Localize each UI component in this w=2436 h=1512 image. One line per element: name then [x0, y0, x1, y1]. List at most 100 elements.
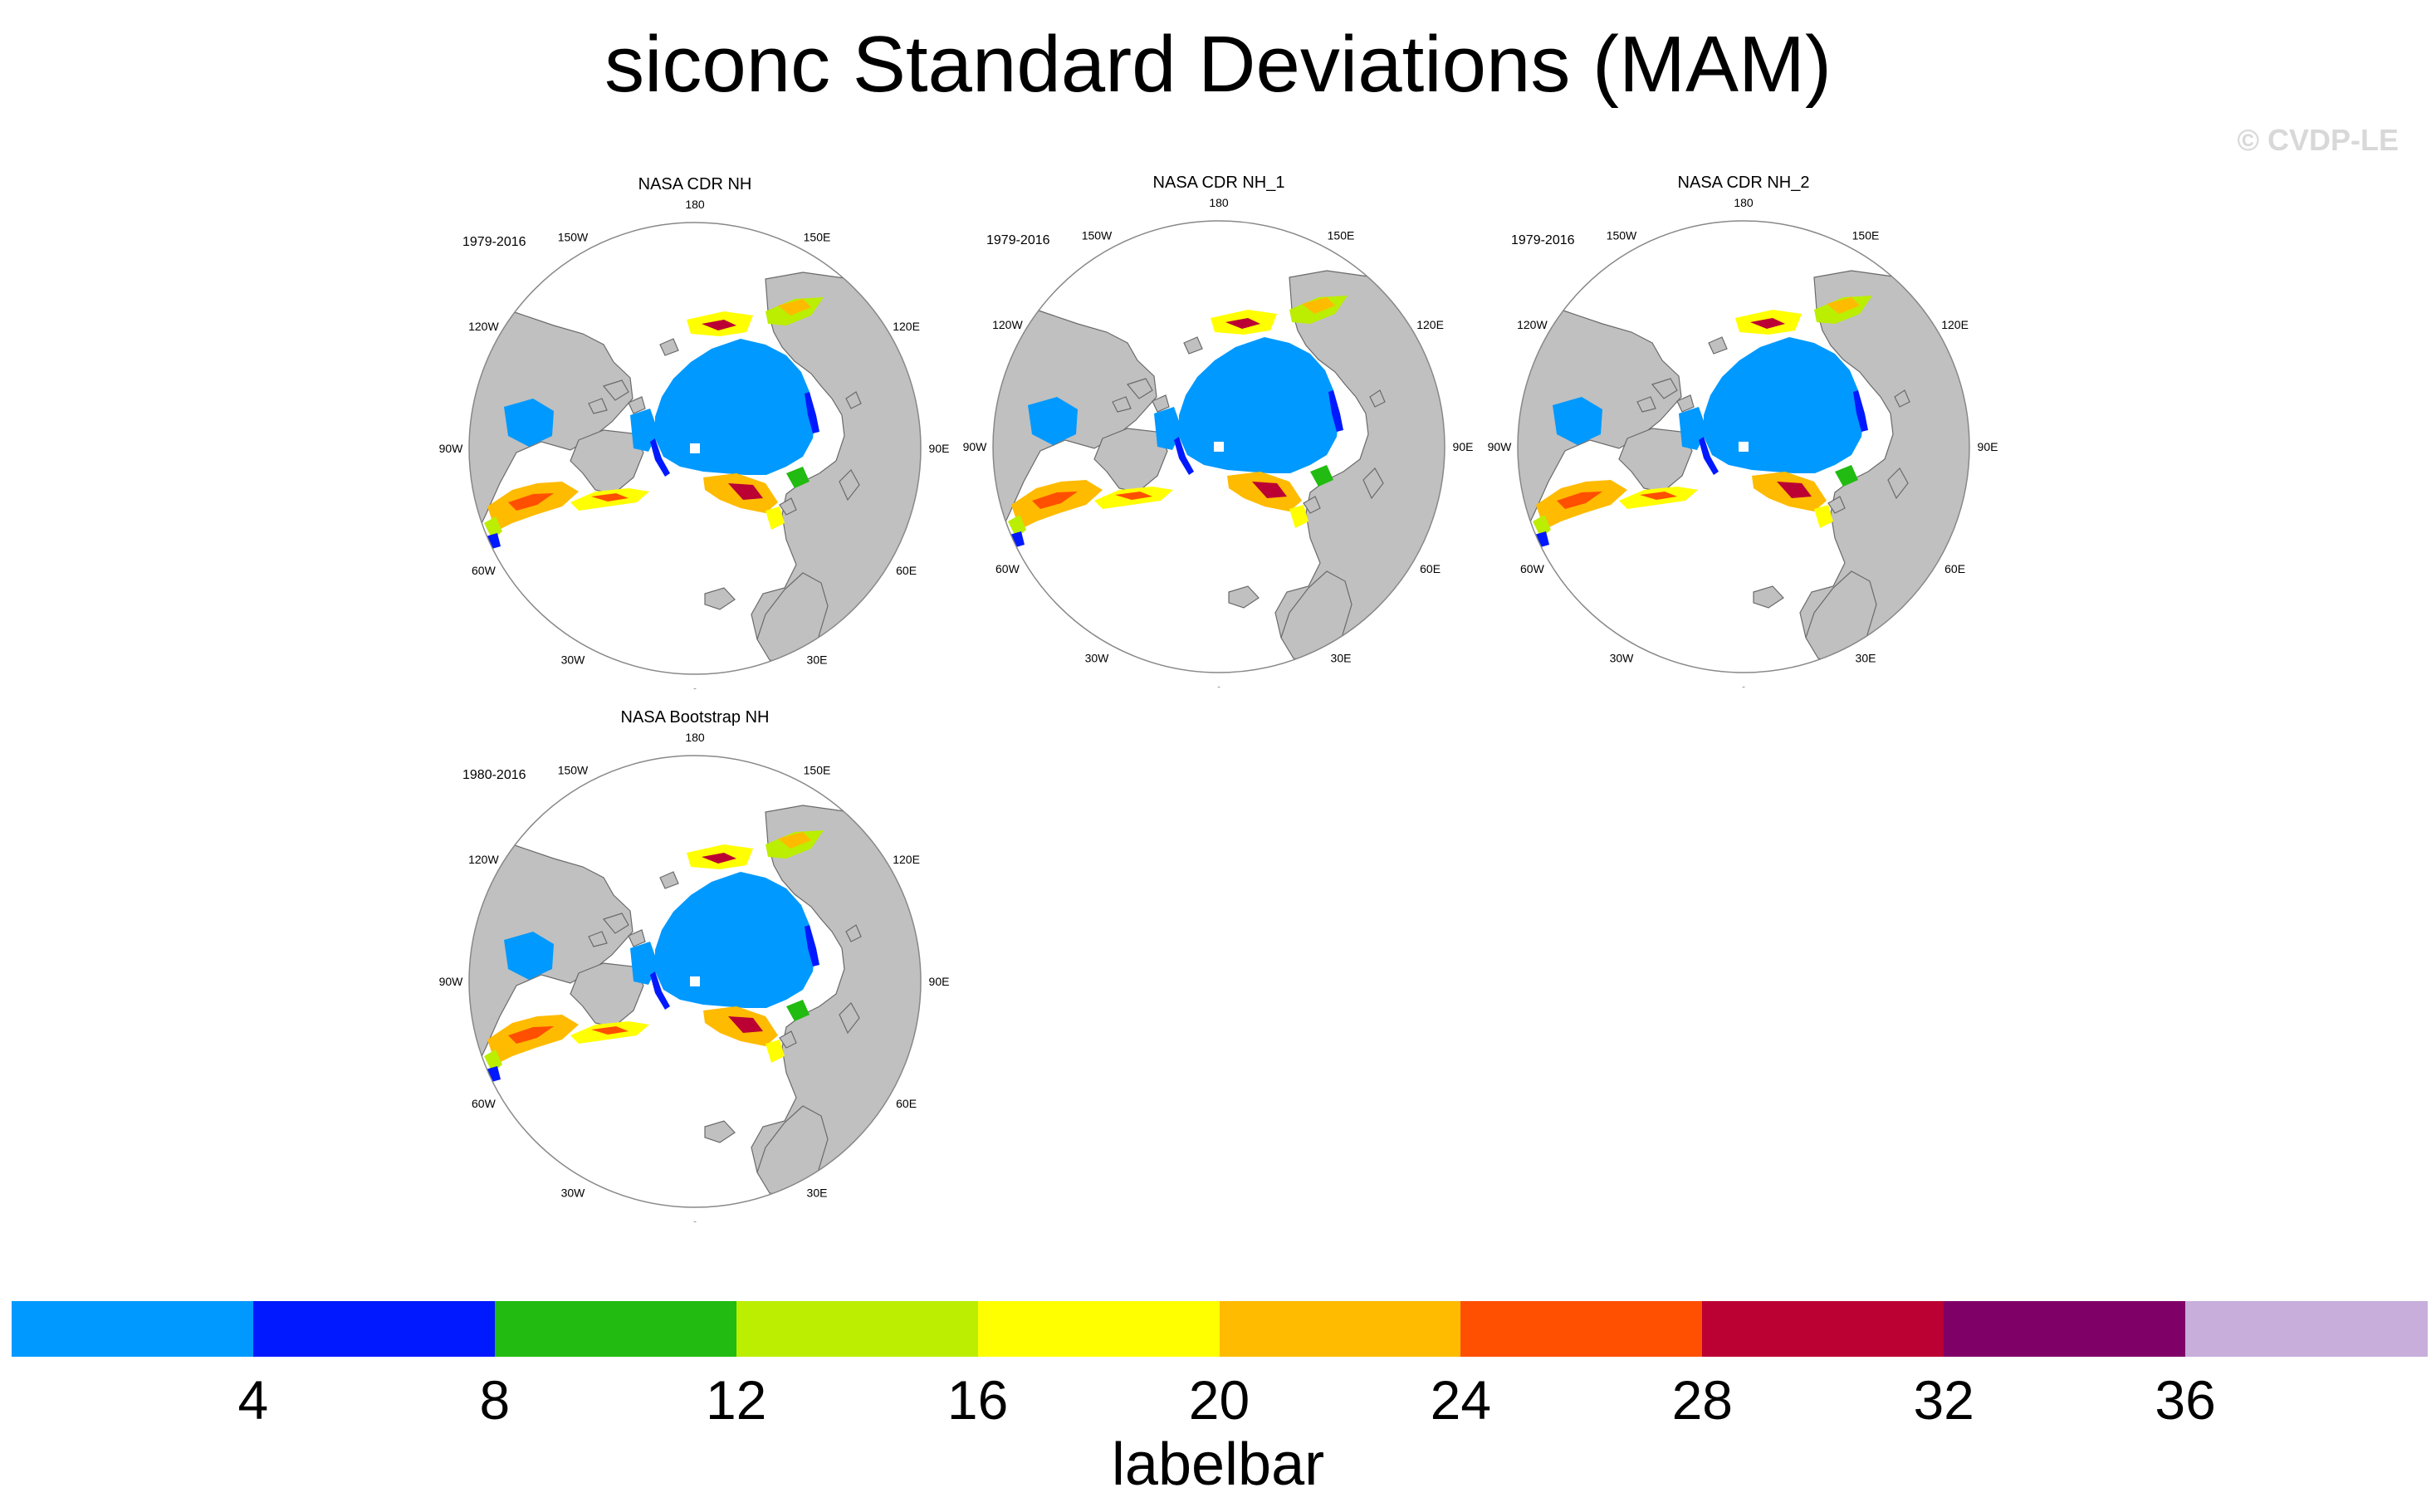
labelbar	[12, 1301, 2428, 1357]
variability-zone	[778, 832, 811, 849]
variability-zone	[1310, 465, 1333, 487]
land-mass	[570, 962, 644, 1028]
labelbar-box	[1219, 1301, 1462, 1357]
variability-zone	[1252, 482, 1287, 498]
variability-zone	[484, 1050, 502, 1073]
variability-zone	[1814, 505, 1833, 528]
pole-hole	[690, 976, 700, 986]
labelbar-tick-label: 36	[2155, 1369, 2216, 1431]
variability-zone	[786, 467, 810, 488]
variability-zone	[728, 1016, 763, 1033]
variability-zone	[1557, 492, 1602, 509]
longitude-label: 90W	[963, 440, 988, 453]
longitude-label: 90W	[439, 975, 464, 988]
variability-zone	[591, 1026, 629, 1035]
longitude-label: 120E	[893, 320, 920, 333]
variability-zone	[778, 299, 811, 316]
land-mass	[570, 429, 644, 495]
land-mass	[588, 398, 608, 414]
longitude-label: 30W	[561, 1187, 586, 1200]
land-mass	[628, 929, 646, 947]
land-mass	[1636, 396, 1656, 413]
labelbar-tick-label: 20	[1188, 1369, 1250, 1431]
labelbar-box	[252, 1301, 496, 1357]
longitude-label: 150W	[1607, 228, 1637, 242]
longitude-label: 90W	[1488, 440, 1513, 453]
sea-ice-region	[655, 339, 815, 475]
land-mass	[1827, 496, 1846, 514]
variability-zone	[1827, 297, 1860, 314]
longitude-label: 0	[692, 1219, 698, 1222]
longitude-label: 30W	[1085, 652, 1110, 665]
land-mass	[1618, 428, 1693, 493]
longitude-label: 150E	[1328, 228, 1355, 242]
panel-title: NASA CDR NH_1	[1152, 174, 1285, 192]
longitude-label: 90W	[439, 442, 464, 455]
map-border	[992, 220, 1445, 673]
watermark: © CVDP-LE	[2237, 123, 2399, 157]
variability-zone	[786, 1000, 810, 1021]
longitude-label: 30E	[1331, 652, 1352, 665]
land-mass	[1093, 428, 1168, 493]
land-mass	[1228, 585, 1260, 609]
land-mass	[1126, 378, 1153, 399]
variability-zone	[1777, 482, 1812, 498]
land-mass	[659, 338, 679, 356]
sea-ice-region	[504, 399, 554, 447]
panel-title: NASA CDR NH	[638, 175, 752, 193]
longitude-label: 90E	[1978, 440, 1998, 453]
pole-hole	[1739, 442, 1749, 452]
map-panel: NASA CDR NH_1 1979-2016 180 150E 120E 90E 60E 3…	[961, 173, 1476, 721]
longitude-label: 0	[1216, 684, 1222, 687]
land-mass	[1152, 394, 1170, 413]
labelbar-box	[736, 1301, 979, 1357]
ice-edge	[805, 925, 819, 966]
ice-edge	[1699, 437, 1719, 475]
land-mass	[756, 572, 829, 665]
labelbar-box	[494, 1301, 737, 1357]
longitude-label: 60E	[1944, 562, 1965, 575]
longitude-label: 150W	[1082, 228, 1113, 242]
variability-zone	[508, 493, 554, 511]
polar-map: 180 150E 120E 90E 60E 30E 0 30W 60W 90W 120W 150W	[439, 731, 950, 1222]
variability-zone	[484, 516, 502, 540]
labelbar-box	[977, 1301, 1220, 1357]
longitude-label: 120W	[468, 320, 499, 333]
panel-title: NASA Bootstrap NH	[620, 708, 770, 727]
land-mass	[1183, 336, 1203, 355]
ice-edge	[1853, 390, 1868, 432]
panel-period: 1979-2016	[1511, 233, 1575, 247]
land-mass	[845, 924, 862, 942]
variability-zone	[508, 1026, 554, 1044]
page-title: siconc Standard Deviations (MAM)	[604, 20, 1832, 109]
panel-period: 1980-2016	[462, 768, 526, 782]
longitude-label: 90E	[929, 975, 950, 988]
land-mass	[1753, 585, 1784, 609]
land-mass	[779, 1030, 797, 1049]
labelbar-tick-label: 12	[705, 1369, 767, 1431]
labelbar-title: labelbar	[1111, 1431, 1325, 1498]
land-mass	[628, 396, 646, 414]
variability-zone	[1750, 318, 1785, 329]
variability-zone	[702, 320, 736, 330]
longitude-label: 60E	[896, 564, 917, 577]
longitude-label: 150W	[558, 230, 589, 243]
land-mass	[1651, 378, 1678, 399]
sea-ice-region	[1028, 397, 1078, 445]
ice-edge	[1328, 390, 1343, 432]
land-mass	[1303, 496, 1321, 514]
polar-map: 180 150E 120E 90E 60E 30E 0 30W 60W 90W 120W 150W	[963, 196, 1474, 687]
longitude-label: 120W	[468, 853, 499, 866]
longitude-label: 120E	[1416, 318, 1444, 331]
land-mass	[756, 1105, 829, 1198]
ice-edge	[650, 438, 670, 477]
longitude-label: 60W	[472, 564, 496, 577]
variability-zone	[1835, 465, 1858, 487]
variability-zone	[1011, 480, 1103, 530]
sea-ice-region	[655, 872, 815, 1008]
land-mass	[602, 379, 629, 401]
variability-zone	[728, 483, 763, 500]
land-mass	[1362, 467, 1384, 500]
panel-title: NASA CDR NH_2	[1677, 174, 1810, 192]
longitude-label: 0	[1740, 684, 1747, 687]
